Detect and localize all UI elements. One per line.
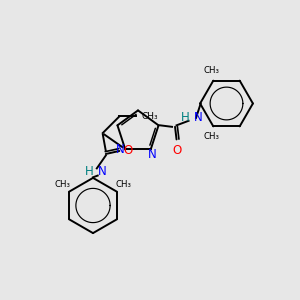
Text: H: H <box>181 111 190 124</box>
Text: CH₃: CH₃ <box>116 180 131 189</box>
Text: CH₃: CH₃ <box>204 66 220 75</box>
Text: H: H <box>85 166 94 178</box>
Text: N: N <box>194 111 203 124</box>
Text: O: O <box>172 144 181 157</box>
Text: N: N <box>116 143 124 156</box>
Text: CH₃: CH₃ <box>55 180 70 189</box>
Text: CH₃: CH₃ <box>204 132 220 141</box>
Text: O: O <box>123 145 132 158</box>
Text: N: N <box>148 148 157 161</box>
Text: CH₃: CH₃ <box>141 112 158 121</box>
Text: N: N <box>98 166 106 178</box>
